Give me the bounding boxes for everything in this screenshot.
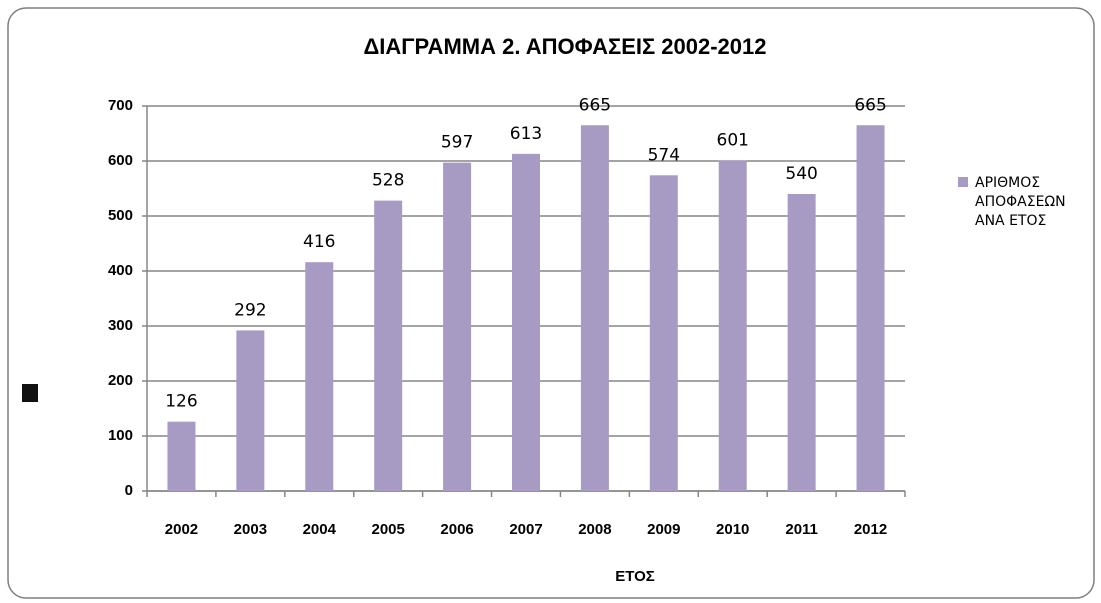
- data-label: 574: [648, 145, 680, 165]
- data-label: 540: [785, 164, 817, 184]
- x-tick-label: 2012: [854, 521, 887, 538]
- y-tick-label: 700: [108, 97, 133, 114]
- y-tick-label: 300: [108, 317, 133, 334]
- data-label: 613: [510, 124, 542, 144]
- y-tick-label: 200: [108, 372, 133, 389]
- chart-title: ΔΙΑΓΡΑΜΜΑ 2. ΑΠΟΦΑΣΕΙΣ 2002-2012: [363, 34, 766, 59]
- bar: [856, 125, 885, 491]
- x-tick-label: 2009: [647, 521, 680, 538]
- data-label: 665: [579, 95, 611, 115]
- bar: [443, 162, 472, 491]
- data-label: 292: [234, 300, 266, 320]
- bar: [512, 153, 540, 491]
- data-label: 528: [372, 171, 404, 191]
- x-tick-label: 2011: [785, 521, 818, 538]
- bar: [580, 125, 609, 491]
- x-tick-label: 2008: [578, 521, 611, 538]
- data-label: 416: [303, 232, 335, 252]
- bar: [236, 330, 265, 491]
- data-label: 665: [854, 95, 886, 115]
- bar: [787, 194, 816, 491]
- chart-border: [7, 7, 1095, 599]
- x-axis-label: ΕΤΟΣ: [615, 568, 655, 585]
- y-tick-label: 400: [108, 262, 133, 279]
- x-tick-label: 2003: [234, 521, 267, 538]
- y-axis-label-glyph: [22, 384, 38, 402]
- x-tick-label: 2010: [716, 521, 749, 538]
- y-tick-label: 0: [125, 482, 133, 499]
- x-tick-label: 2002: [165, 521, 198, 538]
- legend-label: ΑΡΙΘΜΟΣ ΑΠΟΦΑΣΕΩΝ ΑΝΑ ΕΤΟΣ: [975, 175, 1066, 229]
- legend-swatch: [958, 177, 968, 187]
- data-label: 601: [717, 130, 749, 150]
- y-tick-label: 600: [108, 152, 133, 169]
- bar: [718, 160, 747, 491]
- y-tick-label: 100: [108, 427, 133, 444]
- x-tick-label: 2004: [303, 521, 337, 538]
- y-tick-label: 500: [108, 207, 133, 224]
- bar: [374, 200, 403, 491]
- bar: [305, 262, 334, 491]
- bar: [167, 421, 196, 491]
- x-tick-label: 2005: [371, 521, 404, 538]
- data-label: 126: [165, 392, 197, 412]
- bar: [649, 175, 678, 492]
- x-tick-label: 2006: [440, 521, 473, 538]
- x-tick-label: 2007: [509, 521, 542, 538]
- data-label: 597: [441, 133, 473, 153]
